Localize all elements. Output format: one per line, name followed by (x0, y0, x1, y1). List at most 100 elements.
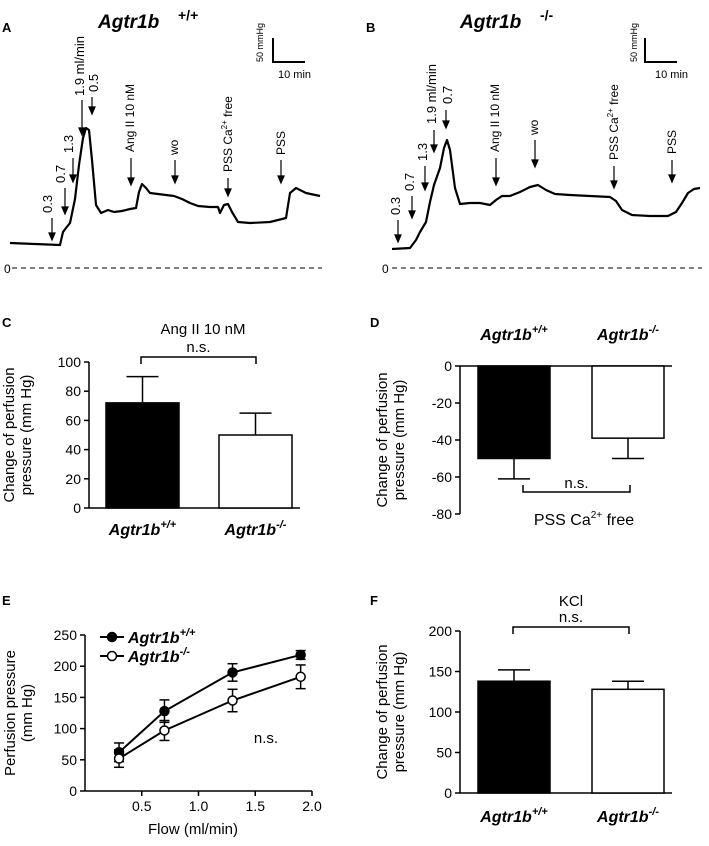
trace-b-line (391, 138, 701, 251)
y-axis-label-line2: pressure (mm Hg) (391, 652, 408, 773)
trace-b-flow-0-7b: 0.7 (440, 86, 455, 104)
y-axis-label-line1: Change of perfusion (1, 367, 18, 502)
trace-a-angii-label: Ang II 10 nM (123, 84, 137, 152)
panel-label-e: E (2, 593, 11, 608)
y-tick-label: -60 (432, 469, 452, 485)
x-tick-label: 2.0 (302, 798, 322, 814)
trace-b-flow-1-3: 1.3 (415, 143, 430, 161)
y-axis-label: Perfusion pressure (mm Hg) (2, 650, 36, 776)
category-label-1: Agtr1b+/+ (108, 519, 177, 539)
chart-c-ang-ii: 0 20 40 60 80 100 Agtr1b+/+ Agtr1b-/- n.s. Change… (1, 321, 300, 539)
chart-f-kcl: 0 50 100 150 200 Agtr1b+/+ Agtr1b-/- n.s. Change… (374, 593, 672, 826)
trace-b-angii-label: Ang II 10 nM (488, 84, 502, 152)
trace-a-flow-0-3: 0.3 (40, 195, 55, 213)
x-tick-label: 1.5 (246, 798, 266, 814)
x-tick-label: 0.5 (132, 798, 152, 814)
trace-b-scale-x: 10 min (655, 69, 688, 81)
category-label-1: Agtr1b+/+ (479, 324, 548, 344)
trace-b-zero-label: 0 (382, 262, 389, 276)
trace-a-pss-label: PSS (274, 131, 288, 155)
data-point (159, 705, 170, 717)
y-axis-label: Change of perfusion pressure (mm Hg) (374, 644, 408, 779)
trace-b-flow-0-3: 0.3 (388, 197, 403, 215)
data-point (295, 649, 306, 661)
y-tick-label: -40 (432, 432, 452, 448)
panel-label-b: B (366, 20, 375, 35)
bar-2 (218, 434, 293, 509)
y-tick-label: 100 (58, 354, 82, 370)
trace-b-title-gene: Agtr1b (459, 12, 522, 33)
significance-label: n.s. (186, 339, 210, 356)
category-label-1: Agtr1b+/+ (479, 806, 548, 826)
trace-b-labels: 0.3 0.7 1.3 1.9 ml/min 0.7 Ang II 10 nM … (388, 64, 679, 215)
significance-bracket (522, 485, 631, 493)
trace-a-flow-1-3: 1.3 (61, 135, 76, 153)
legend-marker-1 (106, 631, 118, 643)
y-tick-label: -80 (432, 506, 452, 522)
trace-a-scale-x: 10 min (278, 69, 311, 81)
bar-1 (477, 680, 551, 794)
y-tick-label: 150 (54, 689, 78, 705)
y-tick-label: 200 (429, 623, 453, 639)
y-axis-label: Change of perfusion pressure (mm Hg) (374, 372, 408, 507)
trace-b-flow-0-7: 0.7 (402, 173, 417, 191)
trace-a-scale-y: 50 mmHg (255, 23, 265, 62)
panel-label-f: F (370, 593, 378, 608)
y-tick-label: 40 (65, 442, 81, 458)
y-tick-label: -20 (432, 395, 452, 411)
trace-b-arrows (394, 110, 676, 244)
y-tick-label: 50 (61, 752, 77, 768)
y-tick-label: 100 (54, 721, 78, 737)
y-axis-label-line1: Perfusion pressure (2, 650, 19, 776)
chart-d-pss-ca-free: -80 -60 -40 -20 0 Agtr1b+/+ Agtr1b-/- n.s. Chang… (374, 324, 672, 529)
trace-b-scale-y: 50 mmHg (629, 23, 639, 62)
y-axis-label-line2: (mm Hg) (19, 684, 36, 742)
chart-f-title: KCl (559, 593, 583, 610)
trace-a-pss-ca-label: PSS Ca2+ free (220, 96, 235, 172)
trace-a-flow-0-5: 0.5 (86, 74, 101, 92)
trace-a-title-genotype: +/+ (178, 7, 198, 23)
category-label-2: Agtr1b-/- (596, 324, 659, 344)
bar-2 (591, 688, 665, 794)
chart-c-title: Ang II 10 nM (160, 321, 245, 338)
x-axis-label: Flow (ml/min) (148, 821, 238, 838)
y-tick-label: 20 (65, 471, 81, 487)
trace-a-scale-bar (272, 38, 305, 63)
panel-label-d: D (370, 315, 379, 330)
x-tick-label: 1.0 (189, 798, 209, 814)
y-axis-label-line2: pressure (mm Hg) (391, 380, 408, 501)
trace-a-wo-label: wo (167, 139, 181, 156)
trace-b-wo-label: wo (527, 119, 541, 136)
legend-label-2: Agtr1b-/- (127, 646, 190, 666)
data-point (295, 671, 306, 683)
legend-label-1: Agtr1b+/+ (127, 627, 196, 647)
y-tick-label: 0 (69, 783, 77, 799)
category-label-2: Agtr1b-/- (224, 519, 287, 539)
chart-e-flow-pressure: 0 50 100 150 200 250 0.5 1.0 1.5 2.0 Agtr1b+/+Agtr… (2, 627, 322, 838)
trace-panel-a: A Agtr1b +/+ 50 mmHg 10 min 0 0.3 0.7 1.… (2, 7, 322, 276)
series-line-1 (118, 653, 301, 754)
trace-panel-b: B Agtr1b -/- 50 mmHg 10 min 0 0.3 0.7 1.… (366, 7, 702, 276)
y-tick-label: 200 (54, 658, 78, 674)
trace-a-flow-0-7: 0.7 (53, 165, 68, 183)
y-tick-label: 100 (429, 704, 453, 720)
y-tick-label: 250 (54, 627, 78, 643)
panel-label-c: C (2, 315, 12, 330)
y-tick-label: 0 (73, 500, 81, 516)
data-point (227, 695, 238, 706)
trace-b-flow-1-9: 1.9 ml/min (424, 64, 439, 124)
bar-2 (591, 365, 665, 439)
trace-a-zero-label: 0 (4, 262, 11, 276)
trace-b-pss-label: PSS (665, 130, 679, 154)
legend-marker-2 (106, 650, 118, 662)
significance-bracket (140, 356, 257, 364)
significance-label: n.s. (559, 609, 583, 626)
y-tick-label: 50 (436, 745, 452, 761)
trace-b-title-genotype: -/- (540, 7, 554, 23)
y-axis-label-line2: pressure (mm Hg) (18, 375, 35, 496)
significance-label: n.s. (254, 730, 278, 747)
y-tick-label: 0 (444, 358, 452, 374)
significance-label: n.s. (564, 475, 588, 492)
bar-1 (105, 402, 180, 509)
